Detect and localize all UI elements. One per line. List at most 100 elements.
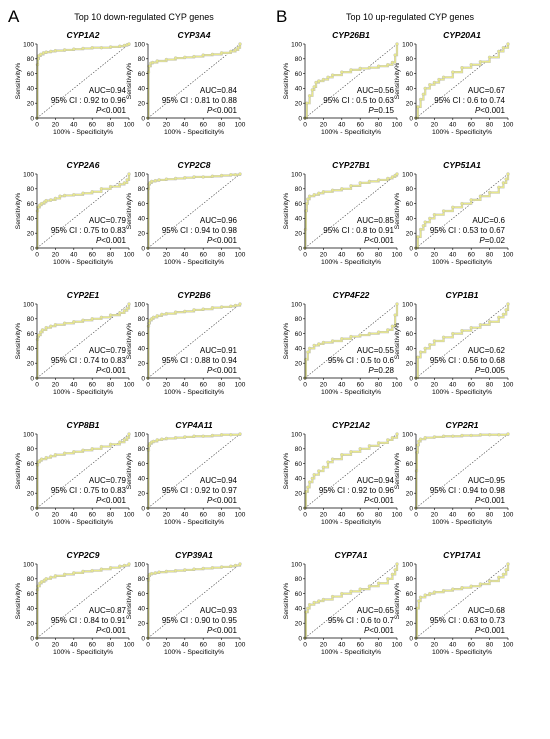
roc-point	[233, 173, 238, 177]
y-tick-label: 60	[138, 71, 146, 78]
x-tick-label: 60	[89, 122, 97, 129]
x-axis-title: 100% - Specificity%	[53, 129, 113, 136]
y-tick-label: 60	[406, 461, 414, 468]
x-tick-label: 20	[431, 122, 439, 129]
roc-point	[386, 328, 390, 332]
x-tick-label: 80	[107, 642, 115, 649]
roc-point	[238, 172, 242, 176]
roc-point	[478, 582, 483, 586]
x-tick-label: 80	[486, 252, 494, 259]
y-tick-label: 40	[138, 346, 146, 353]
y-tick-label: 20	[27, 621, 35, 628]
p-value-label: P<0.001	[96, 366, 127, 375]
x-tick-label: 40	[181, 642, 189, 649]
y-tick-label: 100	[23, 41, 34, 48]
y-tick-label: 40	[295, 346, 303, 353]
x-tick-label: 60	[89, 642, 97, 649]
plot-title: CYP1A2	[66, 30, 99, 40]
roc-point	[38, 52, 43, 57]
y-tick-label: 100	[291, 171, 302, 178]
auc-label: AUC=0.93	[200, 606, 238, 615]
x-tick-label: 80	[218, 252, 226, 259]
x-tick-label: 80	[107, 122, 115, 129]
ci-label: 95% CI : 0.90 to 0.95	[162, 616, 238, 625]
y-tick-label: 100	[402, 561, 413, 568]
roc-point	[367, 584, 372, 588]
auc-label: AUC=0.87	[89, 606, 127, 615]
roc-point	[81, 569, 85, 574]
x-tick-label: 80	[107, 252, 115, 259]
y-axis-title: Sensitivity%	[283, 193, 290, 230]
y-tick-label: 0	[30, 245, 34, 252]
y-tick-label: 80	[295, 316, 303, 323]
roc-point	[497, 49, 501, 54]
roc-point	[90, 317, 94, 321]
x-axis-title: 100% - Specificity%	[164, 649, 224, 656]
x-tick-label: 0	[35, 252, 39, 259]
roc-point	[497, 433, 501, 437]
roc-point	[149, 571, 154, 576]
plot-title: CYP26B1	[332, 30, 370, 40]
p-value-label: P<0.001	[364, 496, 395, 505]
auc-label: AUC=0.85	[357, 216, 395, 225]
y-tick-label: 0	[298, 245, 302, 252]
x-tick-label: 60	[468, 252, 476, 259]
roc-point	[506, 172, 510, 176]
x-tick-label: 80	[375, 382, 383, 389]
y-tick-label: 100	[23, 301, 34, 308]
x-tick-label: 40	[70, 512, 78, 519]
y-tick-label: 0	[141, 375, 145, 382]
y-tick-label: 40	[27, 346, 35, 353]
auc-label: AUC=0.65	[357, 606, 395, 615]
roc-point	[376, 441, 381, 445]
roc-point	[367, 444, 372, 448]
roc-point	[49, 324, 53, 328]
y-axis-title: Sensitivity%	[126, 63, 133, 100]
x-tick-label: 100	[124, 122, 135, 129]
y-tick-label: 60	[138, 331, 146, 338]
roc-point	[183, 309, 187, 314]
y-tick-label: 20	[138, 361, 146, 368]
roc-point	[118, 311, 122, 315]
roc-point	[432, 435, 437, 439]
y-tick-label: 20	[27, 361, 35, 368]
y-tick-label: 60	[27, 331, 35, 338]
roc-point	[432, 80, 437, 85]
y-tick-label: 40	[295, 86, 303, 93]
x-tick-label: 60	[357, 382, 365, 389]
y-tick-label: 0	[409, 245, 413, 252]
y-tick-label: 40	[406, 346, 414, 353]
y-axis-title: Sensitivity%	[283, 323, 290, 360]
y-tick-label: 80	[138, 186, 146, 193]
roc-point	[312, 193, 316, 197]
plot-title: CYP2A6	[66, 160, 99, 170]
roc-point	[469, 198, 473, 202]
y-tick-label: 80	[138, 56, 146, 63]
x-axis-title: 100% - Specificity%	[432, 649, 492, 656]
y-tick-label: 0	[141, 115, 145, 122]
y-tick-label: 0	[30, 505, 34, 512]
roc-point	[376, 581, 381, 585]
roc-point	[451, 587, 455, 591]
roc-point	[49, 454, 53, 458]
roc-point	[487, 433, 492, 437]
roc-point	[418, 350, 423, 354]
y-tick-label: 20	[295, 491, 303, 498]
roc-point	[229, 49, 233, 54]
x-tick-label: 0	[146, 122, 150, 129]
x-axis-title: 100% - Specificity%	[432, 129, 492, 136]
roc-point	[423, 86, 427, 91]
y-tick-label: 40	[138, 216, 146, 223]
y-tick-label: 20	[138, 621, 146, 628]
y-tick-label: 20	[406, 491, 414, 498]
y-tick-label: 0	[298, 115, 302, 122]
p-value-label: P<0.001	[207, 366, 238, 375]
roc-point	[127, 172, 131, 176]
y-tick-label: 80	[138, 446, 146, 453]
x-tick-label: 100	[124, 512, 135, 519]
x-tick-label: 20	[431, 252, 439, 259]
roc-point	[49, 49, 53, 54]
y-tick-label: 100	[402, 301, 413, 308]
auc-label: AUC=0.62	[468, 346, 506, 355]
roc-point	[506, 302, 510, 306]
